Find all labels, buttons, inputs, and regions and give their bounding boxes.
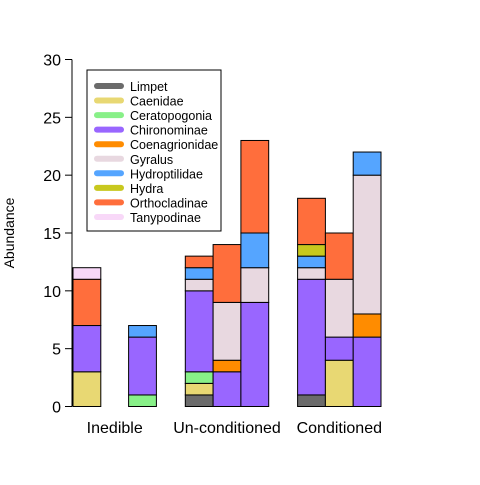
bar-segment bbox=[240, 301, 270, 407]
bar-segment bbox=[184, 382, 214, 396]
y-tick-label: 25 bbox=[43, 110, 61, 127]
bars-layer bbox=[72, 139, 382, 408]
x-group-label: Un-conditioned bbox=[173, 420, 281, 437]
bar-segment bbox=[184, 371, 214, 384]
bar-segment bbox=[212, 301, 242, 361]
bar-segment bbox=[324, 232, 354, 280]
bar-segment bbox=[240, 232, 270, 269]
bar-segment bbox=[184, 267, 214, 280]
bar-segment bbox=[212, 244, 242, 303]
y-tick-label: 30 bbox=[43, 53, 61, 70]
legend-label: Caenidae bbox=[130, 95, 184, 109]
legend-label: Chironominae bbox=[130, 124, 208, 138]
bar-segment bbox=[184, 255, 214, 269]
legend-label: Hydroptilidae bbox=[130, 167, 203, 181]
legend-label: Hydra bbox=[130, 182, 163, 196]
bar-segment bbox=[297, 394, 326, 407]
y-tick-label: 20 bbox=[43, 168, 61, 185]
y-axis-label: Abundance bbox=[1, 197, 17, 268]
x-group-label: Conditioned bbox=[297, 420, 382, 437]
bar-segment bbox=[72, 278, 102, 327]
legend-label: Gyralus bbox=[130, 153, 173, 167]
bar-segment bbox=[128, 336, 157, 396]
bar-segment bbox=[72, 371, 102, 407]
axes-layer: 0 5 10 15 20 25 30 Abundance Inedible Un-conditio… bbox=[1, 53, 382, 438]
y-tick-label: 5 bbox=[52, 342, 61, 359]
bar-segment bbox=[72, 267, 102, 280]
bar-segment bbox=[184, 394, 214, 407]
bar-segment bbox=[352, 336, 382, 408]
bar-segment bbox=[240, 267, 270, 303]
bar-segment bbox=[324, 359, 354, 408]
bar-segment bbox=[352, 313, 382, 338]
bar-segment bbox=[297, 197, 326, 246]
bar-segment bbox=[324, 278, 354, 338]
bar-segment bbox=[324, 336, 354, 361]
bar-segment bbox=[212, 359, 242, 373]
x-group-label: Inedible bbox=[87, 420, 143, 437]
bar-segment bbox=[352, 151, 382, 176]
legend-label: Coenagrionidae bbox=[130, 138, 218, 152]
bar-segment bbox=[297, 244, 326, 257]
bar-segment bbox=[297, 255, 326, 269]
bar-segment bbox=[128, 394, 157, 407]
bar-segment bbox=[184, 290, 214, 373]
bar-segment bbox=[184, 278, 214, 292]
y-tick-label: 15 bbox=[43, 226, 61, 243]
legend: LimpetCaenidaeCeratopogoniaChironominaeC… bbox=[86, 69, 222, 232]
bar-segment bbox=[297, 278, 326, 396]
legend-label: Tanypodinae bbox=[130, 211, 201, 225]
bar-segment bbox=[240, 139, 270, 234]
bar-segment bbox=[352, 174, 382, 315]
bar-segment bbox=[72, 325, 102, 373]
bar-segment bbox=[212, 371, 242, 407]
bar-segment bbox=[128, 325, 157, 338]
legend-label: Ceratopogonia bbox=[130, 109, 212, 123]
y-tick-label: 0 bbox=[52, 400, 61, 417]
legend-label: Limpet bbox=[130, 80, 168, 94]
y-tick-label: 10 bbox=[43, 284, 61, 301]
legend-label: Orthocladinae bbox=[130, 196, 208, 210]
bar-segment bbox=[297, 267, 326, 280]
